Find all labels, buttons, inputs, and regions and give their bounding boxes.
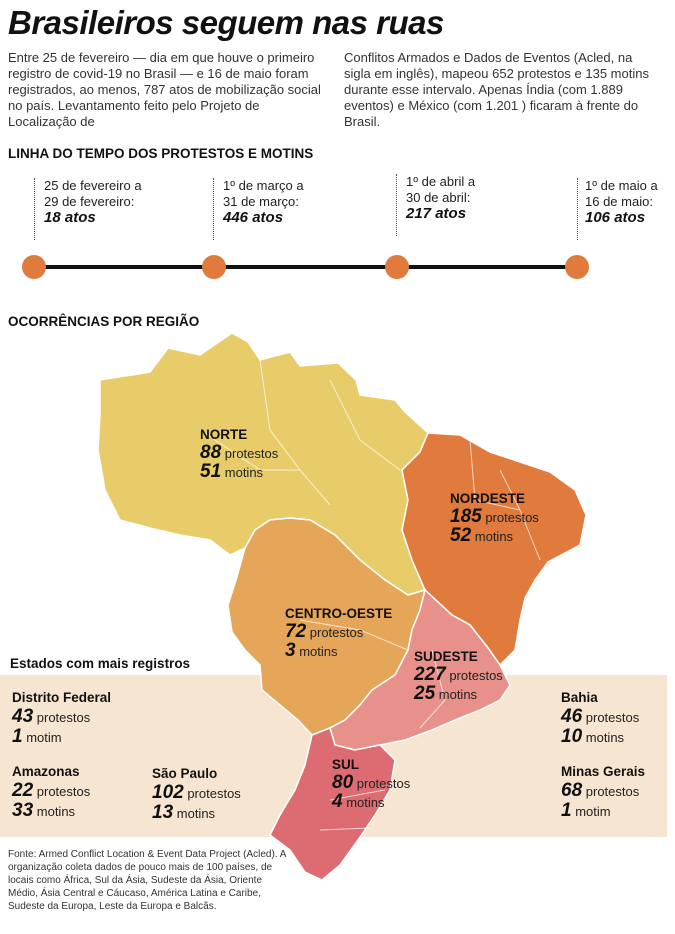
- region-label-norte: NORTE 88 protestos 51 motins: [200, 426, 278, 482]
- region-name: CENTRO-OESTE: [285, 606, 393, 621]
- timeline-heading: LINHA DO TEMPO DOS PROTESTOS E MOTINS: [8, 146, 314, 161]
- riots-label: motins: [36, 804, 76, 819]
- state-bahia: Bahia 46 protestos 10 motins: [561, 688, 639, 747]
- protests-count: 72: [285, 621, 307, 642]
- riots-count: 52: [450, 525, 472, 546]
- state-borders: [199, 359, 541, 831]
- riots-label: motins: [474, 529, 514, 544]
- timeline-item-count: 18 atos: [44, 209, 96, 226]
- state-name: Bahia: [561, 690, 598, 705]
- state-sao-paulo: São Paulo 102 protestos 13 motins: [152, 764, 241, 823]
- state-distrito-federal: Distrito Federal 43 protestos 1 motim: [12, 688, 111, 747]
- protests-label: protestos: [585, 784, 640, 799]
- timeline-tick: [213, 178, 214, 240]
- protests-label: protestos: [485, 510, 539, 525]
- riots-count: 25: [414, 683, 436, 704]
- timeline-item-count: 217 atos: [406, 205, 467, 222]
- protests-label: protestos: [585, 710, 640, 725]
- region-label-nordeste: NORDESTE 185 protestos 52 motins: [450, 490, 539, 546]
- page-title: Brasileiros seguem nas ruas: [8, 4, 444, 41]
- protests-count: 46: [561, 706, 583, 727]
- protests-count: 80: [332, 772, 354, 793]
- source-note: Fonte: Armed Conflict Location & Event D…: [8, 849, 286, 912]
- states-heading: Estados com mais registros: [10, 656, 191, 671]
- riots-label: motins: [438, 687, 478, 702]
- timeline-dot: [22, 255, 46, 279]
- timeline-item-count: 446 atos: [223, 209, 284, 226]
- protests-count: 43: [12, 706, 34, 727]
- protests-label: protestos: [36, 784, 91, 799]
- region-name: SUDESTE: [414, 649, 478, 664]
- region-name: SUL: [332, 757, 359, 772]
- protests-label: protestos: [309, 625, 364, 640]
- state-name: Amazonas: [12, 764, 80, 779]
- timeline-tick: [396, 174, 397, 236]
- timeline-item-line2: 30 de abril:: [406, 190, 471, 205]
- protests-count: 227: [414, 664, 446, 685]
- timeline-item-count: 106 atos: [585, 209, 646, 226]
- timeline-item-line1: 25 de fevereiro a: [44, 178, 142, 193]
- riots-label: motins: [585, 730, 625, 745]
- protests-count: 88: [200, 442, 222, 463]
- riots-count: 33: [12, 800, 34, 821]
- riots-label: motins: [224, 465, 264, 480]
- protests-count: 68: [561, 780, 583, 801]
- riots-count: 4: [332, 791, 343, 812]
- timeline-item-line2: 29 de fevereiro:: [44, 194, 135, 209]
- riots-label: motins: [346, 795, 385, 810]
- riots-count: 3: [285, 640, 296, 661]
- riots-count: 10: [561, 726, 583, 747]
- protests-label: protestos: [36, 710, 91, 725]
- riots-count: 13: [152, 802, 174, 823]
- protests-label: protestos: [224, 446, 279, 461]
- protests-label: protestos: [449, 668, 503, 683]
- region-name: NORDESTE: [450, 491, 526, 506]
- timeline-dot: [565, 255, 589, 279]
- riots-label: motins: [299, 644, 338, 659]
- protests-count: 185: [450, 506, 482, 527]
- region-nordeste[interactable]: [401, 432, 587, 667]
- region-label-sudeste: SUDESTE 227 protestos 25 motins: [414, 648, 503, 704]
- state-amazonas: Amazonas 22 protestos 33 motins: [12, 762, 90, 821]
- timeline-item-line2: 16 de maio:: [585, 194, 653, 209]
- timeline-item-line1: 1º de abril a: [406, 174, 476, 189]
- timeline-item-line2: 31 de março:: [223, 194, 299, 209]
- state-name: São Paulo: [152, 766, 218, 781]
- riots-label: motim: [26, 730, 62, 745]
- intro-text-right: Conflitos Armados e Dados de Eventos (Ac…: [344, 50, 649, 129]
- riots-label: motins: [176, 806, 216, 821]
- riots-count: 1: [12, 726, 23, 747]
- protests-label: protestos: [356, 776, 411, 791]
- riots-label: motim: [575, 804, 611, 819]
- region-sul[interactable]: [269, 727, 396, 881]
- protests-label: protestos: [187, 786, 241, 801]
- timeline-item-line1: 1º de março a: [223, 178, 304, 193]
- timeline-item-line1: 1º de maio a: [585, 178, 658, 193]
- region-label-sul: SUL 80 protestos 4 motins: [332, 756, 410, 812]
- timeline-axis: [33, 265, 576, 269]
- state-minas-gerais: Minas Gerais 68 protestos 1 motim: [561, 762, 645, 821]
- state-name: Distrito Federal: [12, 690, 112, 705]
- timeline-dot: [202, 255, 226, 279]
- riots-count: 51: [200, 461, 222, 482]
- intro-text-left: Entre 25 de fevereiro — dia em que houve…: [8, 50, 321, 129]
- region-name: NORTE: [200, 427, 248, 442]
- map-heading: OCORRÊNCIAS POR REGIÃO: [8, 314, 200, 329]
- timeline-dot: [385, 255, 409, 279]
- state-name: Minas Gerais: [561, 764, 646, 779]
- region-label-centro-oeste: CENTRO-OESTE 72 protestos 3 motins: [285, 605, 392, 661]
- protests-count: 22: [12, 780, 34, 801]
- riots-count: 1: [561, 800, 572, 821]
- timeline-tick: [34, 178, 35, 240]
- protests-count: 102: [152, 782, 184, 803]
- timeline-tick: [577, 178, 578, 240]
